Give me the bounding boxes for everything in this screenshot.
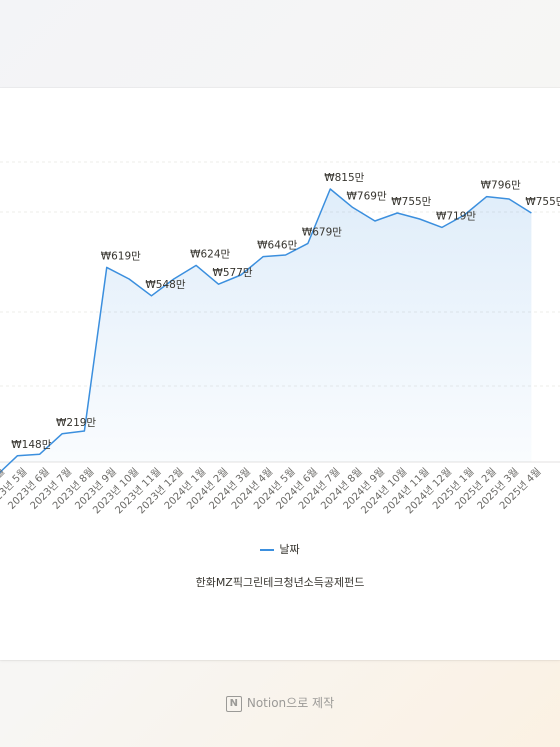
data-label: ₩679만 — [302, 226, 342, 238]
chart-legend[interactable]: 날짜 — [0, 541, 560, 557]
data-label: ₩755만 — [391, 196, 431, 208]
data-label: ₩769만 — [347, 190, 387, 202]
made-with-notion[interactable]: N Notion으로 제작 — [0, 694, 560, 712]
data-label: ₩719만 — [436, 210, 476, 222]
legend-line-swatch — [260, 549, 275, 551]
data-label: ₩219만 — [56, 417, 96, 429]
chart-title: 한화MZ픽그린테크청년소득공제펀드 — [195, 576, 365, 589]
data-label: ₩619만 — [101, 250, 141, 262]
data-label: ₩815만 — [324, 172, 364, 184]
data-label: ₩796만 — [481, 180, 521, 192]
line-chart: ₩148만 ₩219만 ₩619만 ₩548만 ₩624만 ₩577만 ₩646만 ₩679만… — [0, 161, 560, 516]
notion-logo-icon: N — [225, 695, 242, 712]
legend-label: 날짜 — [279, 543, 300, 556]
footer-label: Notion으로 제작 — [246, 696, 335, 710]
data-label: ₩755만 — [525, 196, 560, 208]
data-label: ₩646만 — [257, 240, 297, 252]
data-label: ₩577만 — [212, 267, 252, 279]
data-label: ₩148만 — [11, 439, 51, 451]
series-line — [0, 188, 532, 474]
series-area — [0, 189, 532, 473]
chart-card: ₩148만 ₩219만 ₩619만 ₩548만 ₩624만 ₩577만 ₩646만 ₩679만… — [0, 88, 560, 660]
data-label: ₩624만 — [190, 248, 230, 260]
data-label: ₩548만 — [145, 279, 185, 291]
